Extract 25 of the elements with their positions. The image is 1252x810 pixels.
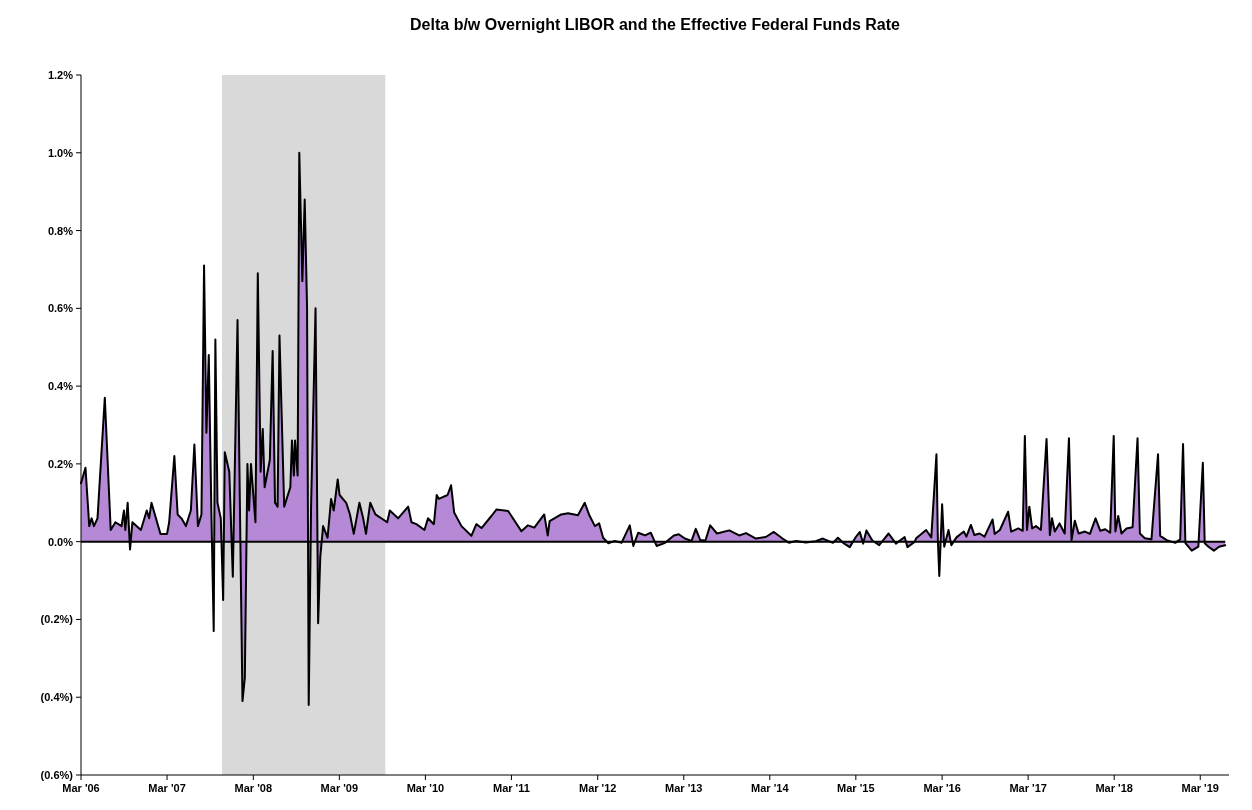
x-tick-label: Mar '08	[234, 782, 273, 794]
y-tick-label: 0.2%	[47, 457, 74, 470]
x-tick-label: Mar '09	[320, 782, 359, 794]
y-tick-label: 0.6%	[47, 302, 74, 315]
y-tick-label: 1.0%	[47, 146, 74, 159]
x-tick-label: Mar '19	[1181, 782, 1219, 794]
y-tick-label: (0.4%)	[40, 691, 74, 704]
x-tick-label: Mar '06	[62, 782, 100, 794]
y-tick-label: (0.6%)	[40, 769, 74, 781]
y-tick-label: 1.2%	[47, 69, 74, 81]
y-tick-label: 0.4%	[47, 380, 74, 393]
y-tick-label: (0.2%)	[40, 613, 74, 626]
x-tick-label: Mar '16	[923, 782, 961, 794]
x-tick-label: Mar '14	[751, 782, 790, 794]
y-tick-label: 0.8%	[47, 224, 74, 237]
y-tick-label: 0.0%	[47, 535, 74, 548]
x-tick-label: Mar '12	[578, 782, 617, 794]
chart-title: Delta b/w Overnight LIBOR and the Effective Federal Funds Rate	[410, 16, 901, 33]
x-tick-label: Mar '11	[493, 782, 530, 794]
x-tick-label: Mar '17	[1009, 782, 1047, 794]
x-tick-label: Mar '10	[406, 782, 445, 794]
x-tick-label: Mar '13	[665, 782, 703, 794]
x-tick-label: Mar '18	[1095, 782, 1133, 794]
x-tick-label: Mar '07	[148, 782, 186, 794]
x-tick-label: Mar '15	[837, 782, 875, 794]
